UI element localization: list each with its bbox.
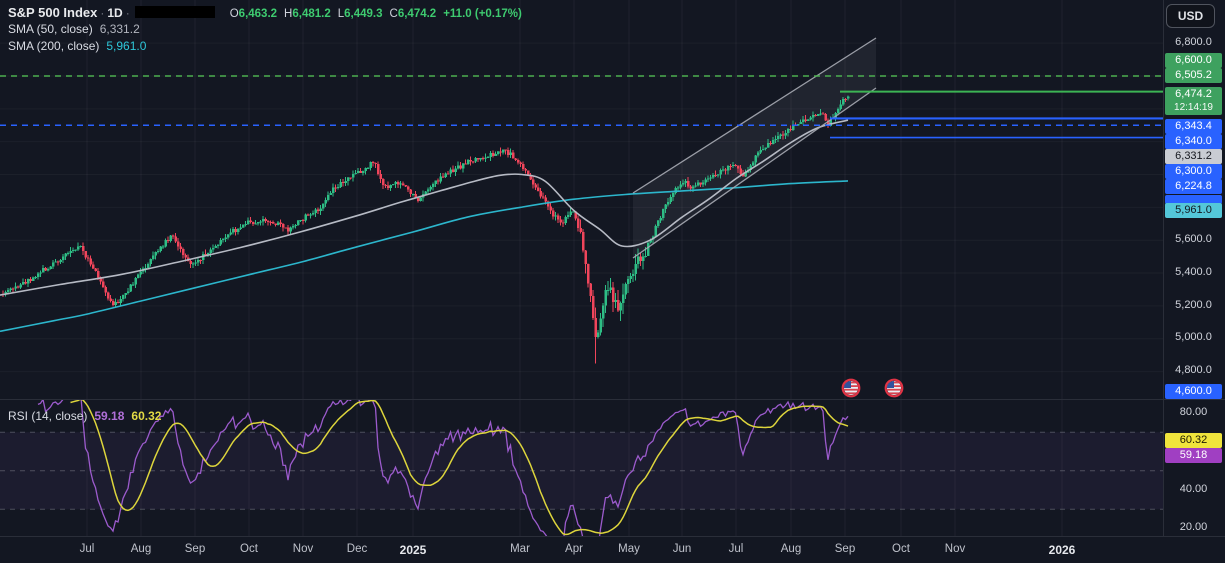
sma50-legend-row[interactable]: SMA (50, close) 6,331.2 — [8, 21, 522, 38]
sma50-line[interactable] — [0, 119, 849, 296]
price-scale-label: 6,474.2 12:14:19 — [1165, 87, 1222, 115]
price-pane-canvas[interactable] — [0, 0, 1163, 399]
price-scale-label: 40.00 — [1179, 483, 1208, 495]
rsi-legend[interactable]: RSI (14, close) 59.18 60.32 — [8, 408, 161, 425]
time-axis-label: Dec — [346, 543, 368, 555]
time-axis-label: Sep — [184, 543, 206, 555]
price-scale-label: 80.00 — [1179, 406, 1208, 418]
price-scale-label: 5,000.0 — [1175, 331, 1212, 343]
price-scale-label: 6,800.0 — [1175, 36, 1212, 48]
currency-usd-button[interactable]: USD — [1166, 4, 1215, 28]
price-scale-label: 5,200.0 — [1175, 299, 1212, 311]
symbol-row[interactable]: S&P 500 Index · 1D · O6,463.2 H6,481.2 L6,449.… — [8, 4, 522, 21]
open-label: O — [229, 8, 239, 20]
sma200-legend-row[interactable]: SMA (200, close) 5,961.0 — [8, 38, 522, 55]
interval-label[interactable]: 1D — [107, 6, 123, 20]
high-label: H — [284, 8, 293, 20]
time-axis-label: Jul — [728, 543, 744, 555]
price-scale-label: 6,340.0 — [1165, 134, 1222, 149]
price-scale-label: 20.00 — [1179, 521, 1208, 533]
occluded-price-label — [1165, 195, 1222, 204]
us-flag-event[interactable] — [884, 378, 904, 398]
trend-wedge-lower-line[interactable] — [632, 87, 877, 259]
symbol-title: S&P 500 Index — [8, 5, 98, 20]
price-scale-label: 5,600.0 — [1175, 233, 1212, 245]
price-scale-label: 4,600.0 — [1165, 384, 1222, 399]
sma200-line[interactable] — [0, 180, 849, 333]
rsi-ma-line[interactable] — [70, 400, 849, 536]
time-axis-label: Apr — [565, 543, 583, 555]
time-axis-label: Jun — [672, 543, 692, 555]
symbol-legend[interactable]: S&P 500 Index · 1D · O6,463.2 H6,481.2 L6,449.… — [8, 4, 522, 55]
price-scale-label: 6,343.4 — [1165, 119, 1222, 134]
rsi-line[interactable] — [37, 400, 849, 536]
price-scale-label: 6,600.0 — [1165, 53, 1222, 68]
sma200-label: SMA (200, close) — [8, 39, 100, 53]
rsi-label: RSI (14, close) — [8, 409, 88, 423]
close-label: C — [389, 8, 398, 20]
time-axis-label: Aug — [130, 543, 152, 555]
time-axis-label: Oct — [892, 543, 910, 555]
time-axis-label: 2025 — [399, 543, 427, 557]
legend-dot: · — [100, 6, 105, 20]
pane-separator[interactable] — [0, 399, 1225, 400]
price-scale-label: 6,300.0 — [1165, 164, 1222, 179]
price-scale-label: 4,800.0 — [1175, 364, 1212, 376]
rsi-pane-canvas[interactable] — [0, 400, 1163, 536]
price-scale-separator — [1163, 0, 1164, 537]
price-scale-label: 5,400.0 — [1175, 266, 1212, 278]
legend-dot: · — [125, 6, 130, 20]
rsi-value: 59.18 — [94, 409, 125, 423]
rsi-ma-value: 60.32 — [131, 409, 162, 423]
time-axis-label: 2026 — [1048, 543, 1076, 557]
price-scale-label: 6,331.2 — [1165, 149, 1222, 164]
time-axis-label: Nov — [292, 543, 314, 555]
price-scale-label: 60.32 — [1165, 433, 1222, 448]
trend-wedge-fill[interactable] — [633, 38, 876, 258]
time-axis-label: Nov — [944, 543, 966, 555]
open-value: 6,463.2 — [238, 8, 278, 20]
sma50-value: 6,331.2 — [99, 22, 140, 36]
price-scale[interactable]: 6,800.0 6,600.0 6,505.2 6,474.2 12:14:19 6,34… — [1163, 0, 1225, 563]
time-axis-label: May — [618, 543, 640, 555]
low-value: 6,449.3 — [344, 8, 383, 20]
trend-wedge-upper-line[interactable] — [632, 37, 877, 194]
time-axis-label: Jul — [79, 543, 95, 555]
axis-separator — [0, 536, 1225, 537]
time-axis-label: Mar — [510, 543, 530, 555]
redacted-text-block — [134, 6, 215, 18]
rsi-legend-row[interactable]: RSI (14, close) 59.18 60.32 — [8, 408, 161, 425]
change-value: +11.0 (+0.17%) — [443, 8, 522, 20]
sma50-label: SMA (50, close) — [8, 22, 93, 36]
sma200-value: 5,961.0 — [106, 39, 147, 53]
time-axis[interactable]: Jul Aug Sep Oct Nov Dec 2025 Mar Apr May Jun Jul Aug… — [0, 537, 1163, 563]
price-scale-label: 5,961.0 — [1165, 203, 1222, 218]
us-flag-event[interactable] — [841, 378, 861, 398]
time-axis-label: Sep — [834, 543, 856, 555]
candlestick-series — [1, 95, 850, 364]
close-value: 6,474.2 — [397, 8, 437, 20]
price-scale-label: 6,505.2 — [1165, 68, 1222, 83]
bar-countdown: 12:14:19 — [1174, 102, 1213, 113]
low-label: L — [337, 8, 345, 20]
time-axis-label: Aug — [780, 543, 802, 555]
high-value: 6,481.2 — [292, 8, 331, 20]
price-scale-label: 6,224.8 — [1165, 179, 1222, 194]
price-scale-label: 59.18 — [1165, 448, 1222, 463]
time-axis-label: Oct — [240, 543, 258, 555]
